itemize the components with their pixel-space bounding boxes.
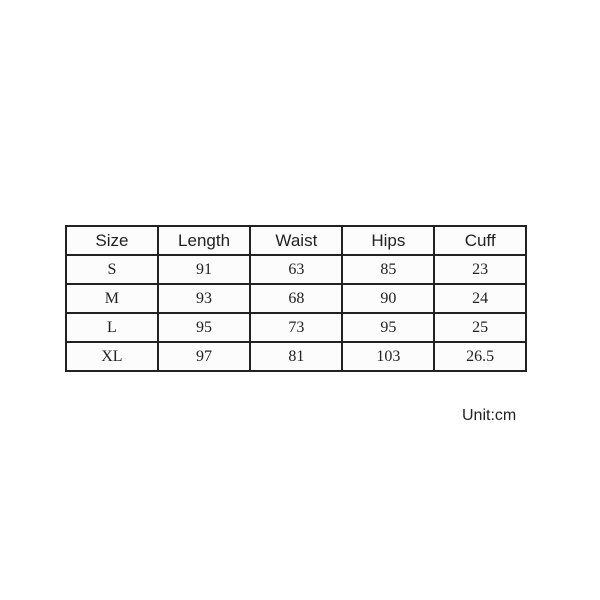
cell-size: S	[65, 254, 159, 285]
cell-cuff: 23	[433, 254, 527, 285]
cell-waist: 68	[249, 283, 344, 314]
table-row: XL 97 81 103 26.5	[65, 341, 527, 372]
header-row: Size Length Waist Hips Cuff	[65, 225, 527, 256]
cell-size: L	[65, 312, 159, 343]
header-length: Length	[156, 225, 252, 256]
cell-cuff: 26.5	[433, 341, 527, 372]
cell-hips: 85	[341, 254, 436, 285]
cell-hips: 90	[341, 283, 436, 314]
cell-waist: 73	[249, 312, 344, 343]
cell-waist: 63	[249, 254, 344, 285]
table-row: M 93 68 90 24	[65, 283, 527, 314]
cell-length: 91	[156, 254, 252, 285]
unit-label: Unit:cm	[462, 407, 517, 424]
cell-size: M	[65, 283, 159, 314]
cell-cuff: 24	[433, 283, 527, 314]
cell-hips: 95	[341, 312, 436, 343]
table-row: L 95 73 95 25	[65, 312, 527, 343]
size-chart-table: Size Length Waist Hips Cuff S 91 63 85 23 M 93…	[65, 225, 527, 372]
header-hips: Hips	[341, 225, 436, 256]
header-waist: Waist	[249, 225, 344, 256]
cell-length: 93	[156, 283, 252, 314]
cell-waist: 81	[249, 341, 344, 372]
header-size: Size	[65, 225, 159, 256]
table-row: S 91 63 85 23	[65, 254, 527, 285]
cell-hips: 103	[341, 341, 436, 372]
cell-cuff: 25	[433, 312, 527, 343]
header-cuff: Cuff	[433, 225, 527, 256]
cell-size: XL	[65, 341, 159, 372]
cell-length: 95	[156, 312, 252, 343]
cell-length: 97	[156, 341, 252, 372]
